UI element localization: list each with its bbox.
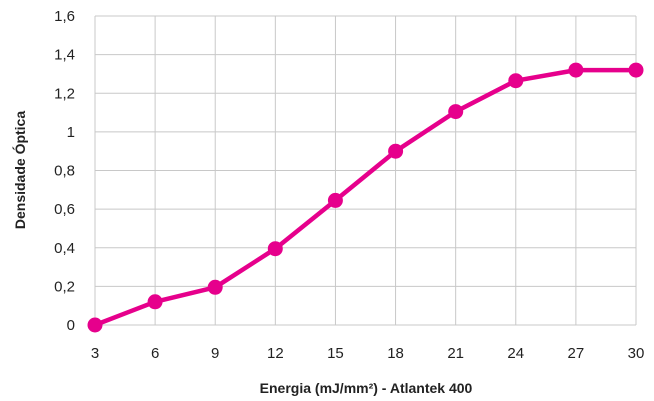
x-tick-label: 3 — [91, 345, 99, 362]
y-tick-label: 1 — [67, 124, 75, 141]
data-point — [267, 241, 283, 257]
tick-labels: 0 0,2 0,4 0,6 0,8 1 1,2 1,4 1,6 3 6 9 12 15 18 21 24 27 30 — [54, 8, 644, 362]
data-point — [508, 73, 524, 89]
grid — [94, 15, 637, 326]
data-point — [147, 294, 163, 310]
x-tick-label: 15 — [327, 345, 344, 362]
y-tick-label: 0,6 — [54, 201, 75, 218]
series-layer — [87, 62, 644, 333]
x-tick-label: 18 — [387, 345, 404, 362]
data-point — [87, 317, 103, 333]
y-tick-label: 1,6 — [54, 8, 75, 25]
data-point — [207, 279, 223, 295]
x-tick-label: 21 — [447, 345, 464, 362]
data-point — [448, 104, 464, 120]
x-tick-label: 6 — [151, 345, 159, 362]
x-tick-label: 9 — [211, 345, 219, 362]
x-axis-title: Energia (mJ/mm²) - Atlantek 400 — [260, 380, 473, 396]
y-tick-label: 0,8 — [54, 163, 75, 180]
y-tick-label: 0,4 — [54, 240, 75, 257]
y-axis-title: Densidade Óptica — [11, 111, 28, 229]
data-point — [628, 62, 644, 78]
series-line — [92, 67, 639, 328]
y-tick-label: 1,4 — [54, 47, 75, 64]
data-point — [388, 143, 404, 159]
x-tick-label: 12 — [267, 345, 284, 362]
y-tick-label: 0,2 — [54, 278, 75, 295]
x-tick-label: 27 — [568, 345, 585, 362]
data-point — [568, 62, 584, 78]
y-tick-label: 0 — [67, 317, 75, 334]
data-point — [327, 192, 343, 208]
y-tick-label: 1,2 — [54, 85, 75, 102]
x-tick-label: 30 — [628, 345, 645, 362]
x-tick-label: 24 — [507, 345, 524, 362]
